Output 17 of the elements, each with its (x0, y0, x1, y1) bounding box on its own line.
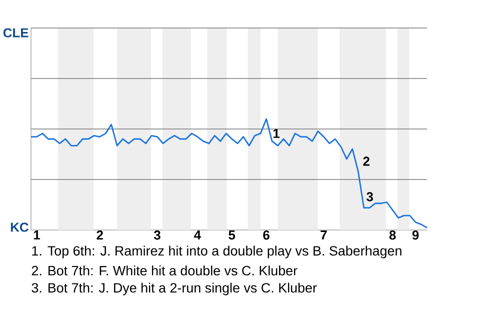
x-tick-label: 9 (412, 230, 419, 240)
text: KC (10, 222, 28, 232)
x-tick-label: 5 (228, 230, 236, 240)
text: 2. Bot 7th: F. White hit a double vs C. Kluber (32, 266, 298, 276)
x-tick-label: 3 (154, 230, 160, 240)
x-tick-label: 6 (263, 230, 270, 240)
text: 3. Bot 7th: J. Dye hit a 2-run single vs C. Kluber (32, 282, 317, 296)
x-tick-label: 2 (96, 230, 103, 240)
annotation: 2 (363, 156, 370, 166)
annotation: 1 (273, 128, 280, 138)
text: CLE (3, 28, 28, 38)
annotation: 3 (366, 192, 373, 202)
x-tick-label: 1 (34, 230, 40, 240)
x-tick-label: 4 (194, 230, 201, 240)
text: 1. Top 6th: J. Ramirez hit into a double play vs B. Saberhagen (32, 246, 402, 258)
x-tick-label: 7 (320, 230, 327, 240)
x-tick-label: 8 (389, 230, 396, 240)
